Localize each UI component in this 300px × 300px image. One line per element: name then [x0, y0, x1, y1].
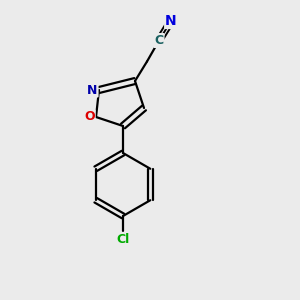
Text: Cl: Cl	[116, 233, 130, 246]
Text: C: C	[154, 34, 164, 47]
Text: N: N	[165, 14, 177, 28]
Text: N: N	[87, 83, 98, 97]
Text: O: O	[84, 110, 95, 124]
